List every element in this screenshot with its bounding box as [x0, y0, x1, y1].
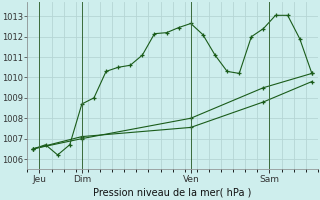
X-axis label: Pression niveau de la mer( hPa ): Pression niveau de la mer( hPa ): [93, 188, 252, 198]
